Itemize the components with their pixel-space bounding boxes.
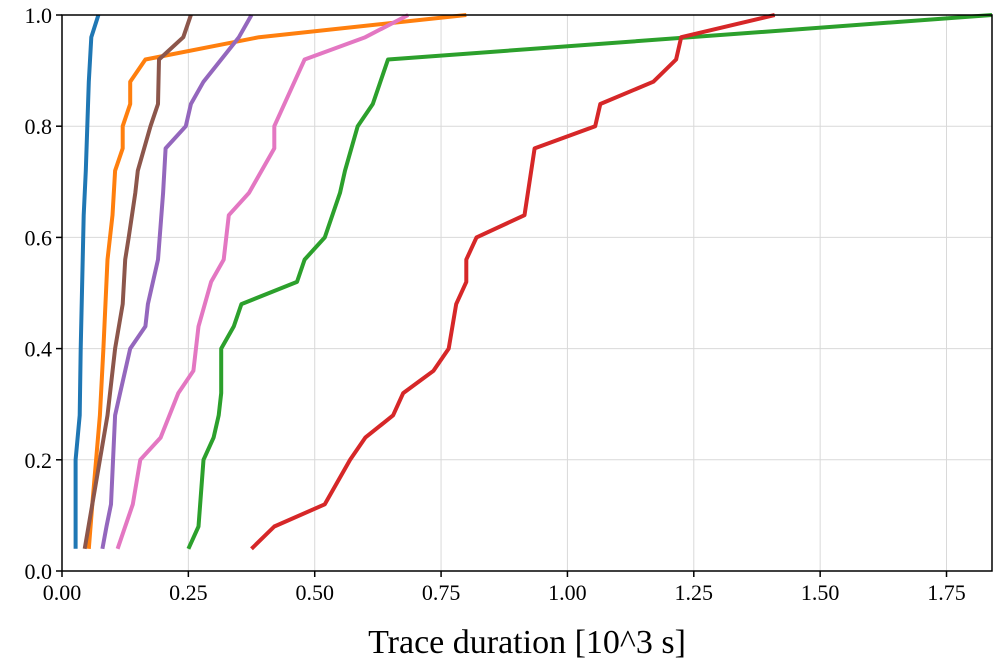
series-line-pink <box>115 13 410 550</box>
series-line-blue <box>73 14 101 549</box>
series-line-red <box>250 13 776 551</box>
series-line-orange <box>86 13 467 549</box>
axis-ticks: 0.00 0.25 0.50 0.75 1.00 1.25 1.50 1.75 0.0 0.2 0.… <box>25 3 966 605</box>
x-tick-label: 1.50 <box>801 580 840 605</box>
x-tick-label: 0.50 <box>295 580 334 605</box>
series-line-brown <box>82 14 193 550</box>
x-tick-label: 1.00 <box>548 580 587 605</box>
series-line-green <box>186 13 993 550</box>
x-axis-title: Trace duration [10^3 s] <box>368 624 686 661</box>
y-tick-label: 0.6 <box>25 225 53 250</box>
y-tick-label: 0.4 <box>25 337 53 362</box>
x-tick-label: 0.25 <box>169 580 208 605</box>
plot-area-frame <box>61 14 993 572</box>
y-tick-label: 0.0 <box>25 559 53 584</box>
x-tick-label: 0.75 <box>422 580 461 605</box>
data-series <box>73 13 993 551</box>
x-tick-label: 1.25 <box>675 580 714 605</box>
x-tick-label: 0.00 <box>43 580 82 605</box>
x-tick-label: 1.75 <box>927 580 966 605</box>
y-tick-label: 0.2 <box>25 448 53 473</box>
y-tick-label: 1.0 <box>25 3 53 28</box>
y-tick-label: 0.8 <box>25 114 53 139</box>
series-line-purple <box>100 14 254 550</box>
